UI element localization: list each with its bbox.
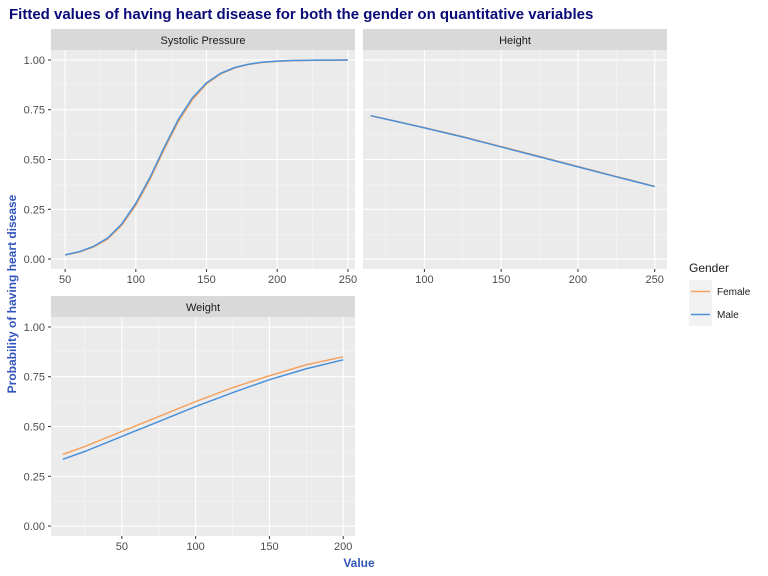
series-line-female	[62, 356, 344, 456]
y-axis-title: Probability of having heart disease	[5, 194, 19, 393]
x-tick-label: 200	[268, 274, 286, 286]
legend: Gender Female Male	[689, 261, 751, 326]
strip-label: Systolic Pressure	[161, 35, 246, 47]
y-tick-label: 0.25	[24, 204, 45, 216]
series-line-male	[62, 359, 344, 461]
x-tick-label: 250	[646, 274, 664, 286]
x-tick-label: 150	[492, 274, 510, 286]
panel-1: Height 100 150 200 250	[363, 29, 667, 286]
x-tick-label: 50	[116, 541, 128, 553]
strip-label: Weight	[186, 302, 220, 314]
x-tick-label: 100	[186, 541, 204, 553]
y-tick-label: 0.75	[24, 372, 45, 384]
x-tick-label: 150	[197, 274, 215, 286]
y-tick-label: 0.50	[24, 155, 45, 167]
x-tick-label: 50	[59, 274, 71, 286]
legend-title: Gender	[689, 261, 729, 275]
strip-background	[51, 296, 355, 317]
legend-label-female: Female	[717, 287, 751, 298]
panel-0: Systolic Pressure 50 100 150 200 250 0.00 0.25 0…	[24, 29, 357, 286]
y-tick-label: 0.00	[24, 254, 45, 266]
y-tick-label: 0.50	[24, 422, 45, 434]
strip-background	[363, 29, 667, 50]
panel-2: Weight 50 100 150 200 0.00 0.25 0.50 0.75 1.00	[24, 296, 355, 553]
x-tick-label: 200	[334, 541, 352, 553]
series-line-male	[370, 114, 655, 188]
y-tick-label: 0.00	[24, 521, 45, 533]
x-tick-label: 200	[569, 274, 587, 286]
x-tick-label: 150	[260, 541, 278, 553]
strip-background	[51, 29, 355, 50]
y-tick-label: 1.00	[24, 55, 45, 67]
series-line-male	[64, 59, 348, 256]
y-tick-label: 0.25	[24, 471, 45, 483]
strip-label: Height	[499, 35, 531, 47]
y-tick-label: 0.75	[24, 105, 45, 117]
chart-title: Fitted values of having heart disease fo…	[9, 6, 593, 23]
legend-label-male: Male	[717, 310, 739, 321]
y-tick-label: 1.00	[24, 322, 45, 334]
x-tick-label: 250	[339, 274, 357, 286]
x-tick-label: 100	[415, 274, 433, 286]
x-axis-title: Value	[343, 556, 375, 570]
chart-panels: Systolic Pressure 50 100 150 200 250 0.00 0.25 0…	[24, 29, 667, 553]
x-tick-label: 100	[127, 274, 145, 286]
